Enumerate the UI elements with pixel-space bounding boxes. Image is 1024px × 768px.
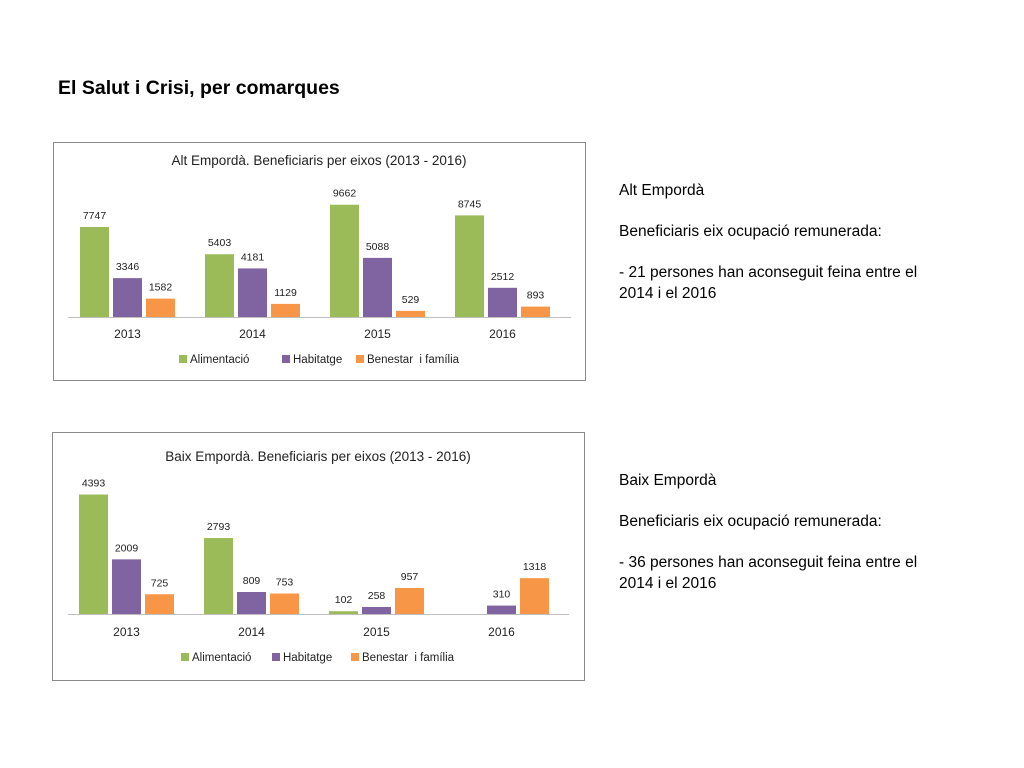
chart-alt-emporda: Alt Empordà. Beneficiaris per eixos (201…: [53, 142, 586, 381]
x-tick-label: 2013: [114, 327, 141, 341]
data-label: 1318: [523, 561, 547, 573]
note-baix-emporda: Baix Empordà Beneficiaris eix ocupació r…: [619, 471, 999, 594]
data-label: 809: [243, 575, 261, 587]
legend-label: Habitatge: [293, 354, 342, 366]
bar-habitatge-2015: [363, 257, 392, 317]
bar-habitatge-2016: [487, 605, 516, 614]
data-label: 5403: [208, 237, 232, 249]
data-label: 4393: [82, 478, 106, 490]
data-label: 310: [493, 589, 511, 601]
data-label: 1582: [149, 282, 173, 294]
x-tick-label: 2015: [364, 327, 391, 341]
data-label: 2009: [115, 542, 139, 554]
data-label: 957: [401, 571, 419, 583]
chart-title: Baix Empordà. Beneficiaris per eixos (20…: [165, 449, 470, 464]
note-subheading: Beneficiaris eix ocupació remunerada:: [619, 223, 882, 240]
legend-label: Alimentació: [190, 354, 249, 366]
bar-habitatge-2014: [238, 268, 267, 317]
legend-swatch: [181, 653, 189, 661]
note-line: 2014 i el 2016: [619, 574, 717, 592]
data-label: 725: [151, 577, 169, 589]
page-title: El Salut i Crisi, per comarques: [58, 77, 340, 99]
bar-benestar-i-família-2014: [271, 303, 300, 317]
data-label: 5088: [366, 241, 390, 253]
note-heading: Alt Empordà: [619, 182, 705, 199]
chart-baix-emporda: Baix Empordà. Beneficiaris per eixos (20…: [52, 432, 585, 681]
bar-benestar-i-família-2015: [396, 310, 425, 317]
bar-habitatge-2014: [237, 591, 266, 614]
legend-swatch: [272, 653, 280, 661]
bar-alimentació-2015: [329, 611, 358, 614]
bar-habitatge-2015: [362, 606, 391, 614]
bar-benestar-i-família-2013: [145, 594, 174, 614]
bar-alimentació-2014: [204, 538, 233, 614]
bar-habitatge-2013: [112, 559, 141, 614]
data-label: 753: [276, 577, 294, 589]
legend-label: Benestar i família: [367, 354, 460, 366]
bar-benestar-i-família-2016: [521, 306, 550, 317]
bar-alimentació-2016: [455, 215, 484, 317]
bar-benestar-i-família-2015: [395, 587, 424, 614]
data-label: 3346: [116, 261, 140, 273]
legend-label: Habitatge: [283, 652, 332, 664]
data-label: 258: [368, 590, 386, 602]
x-tick-label: 2015: [363, 625, 390, 639]
x-tick-label: 2013: [113, 625, 140, 639]
bar-alimentació-2015: [330, 204, 359, 317]
x-tick-label: 2016: [489, 327, 516, 341]
legend-swatch: [351, 653, 359, 661]
legend-label: Alimentació: [192, 652, 251, 664]
x-tick-label: 2016: [488, 625, 515, 639]
x-tick-label: 2014: [238, 625, 265, 639]
legend-label: Benestar i família: [362, 652, 455, 664]
legend-swatch: [282, 355, 290, 363]
note-subheading: Beneficiaris eix ocupació remunerada:: [619, 513, 882, 530]
note-line: - 21 persones han aconseguit feina entre…: [619, 264, 918, 281]
data-label: 893: [527, 290, 545, 302]
note-line: 2014 i el 2016: [619, 284, 717, 302]
data-label: 529: [402, 294, 420, 306]
data-label: 4181: [241, 251, 265, 263]
data-label: 2512: [491, 271, 515, 283]
data-label: 9662: [333, 188, 357, 200]
note-heading: Baix Empordà: [619, 472, 717, 489]
chart-title: Alt Empordà. Beneficiaris per eixos (201…: [172, 153, 467, 168]
bar-benestar-i-família-2016: [520, 578, 549, 614]
note-alt-emporda: Alt Empordà Beneficiaris eix ocupació re…: [619, 181, 999, 304]
legend-swatch: [356, 355, 364, 363]
data-label: 7747: [83, 210, 107, 222]
bar-alimentació-2014: [205, 254, 234, 317]
data-label: 1129: [274, 287, 297, 299]
data-label: 8745: [458, 198, 482, 210]
data-label: 2793: [207, 521, 231, 533]
bar-habitatge-2016: [488, 287, 517, 317]
legend-swatch: [179, 355, 187, 363]
bar-alimentació-2013: [79, 494, 108, 614]
chart-baix-emporda-svg: Baix Empordà. Beneficiaris per eixos (20…: [68, 449, 569, 664]
bar-benestar-i-família-2014: [270, 593, 299, 614]
x-tick-label: 2014: [239, 327, 266, 341]
note-line: - 36 persones han aconseguit feina entre…: [619, 554, 918, 571]
chart-alt-emporda-svg: Alt Empordà. Beneficiaris per eixos (201…: [68, 153, 571, 366]
data-label: 102: [335, 594, 353, 606]
bar-habitatge-2013: [113, 278, 142, 317]
bar-benestar-i-família-2013: [146, 298, 175, 317]
bar-alimentació-2013: [80, 226, 109, 317]
